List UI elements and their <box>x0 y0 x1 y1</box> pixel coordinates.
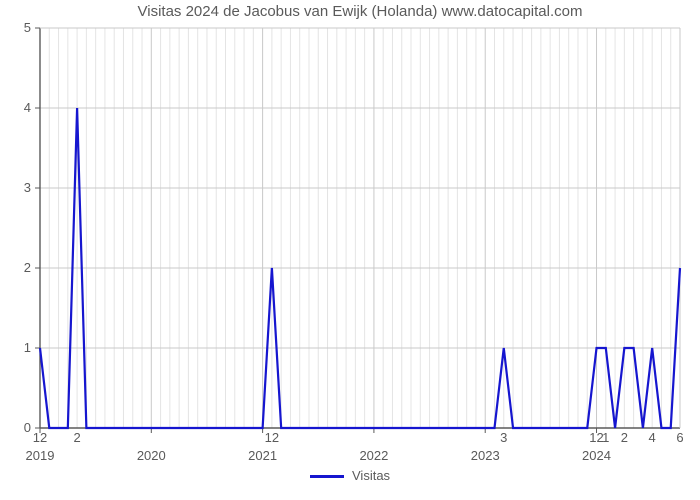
legend-swatch <box>310 475 344 478</box>
x-month-label: 2 <box>621 430 628 445</box>
legend-label: Visitas <box>352 468 391 483</box>
x-year-label: 2023 <box>471 448 500 463</box>
x-month-label: 12 <box>265 430 279 445</box>
y-tick-label: 3 <box>24 180 31 195</box>
y-tick-label: 1 <box>24 340 31 355</box>
x-year-label: 2019 <box>26 448 55 463</box>
y-tick-label: 5 <box>24 20 31 35</box>
x-year-label: 2020 <box>137 448 166 463</box>
x-month-label: 4 <box>649 430 656 445</box>
line-chart: Visitas 2024 de Jacobus van Ewijk (Holan… <box>0 0 700 500</box>
x-month-label: 2 <box>73 430 80 445</box>
x-year-label: 2024 <box>582 448 611 463</box>
x-year-label: 2021 <box>248 448 277 463</box>
y-tick-label: 2 <box>24 260 31 275</box>
x-month-label: 1 <box>602 430 609 445</box>
chart-container: Visitas 2024 de Jacobus van Ewijk (Holan… <box>0 0 700 500</box>
y-tick-label: 4 <box>24 100 31 115</box>
x-month-label: 6 <box>676 430 683 445</box>
chart-title: Visitas 2024 de Jacobus van Ewijk (Holan… <box>138 3 583 20</box>
x-year-label: 2022 <box>359 448 388 463</box>
y-tick-label: 0 <box>24 420 31 435</box>
x-month-label: 3 <box>500 430 507 445</box>
